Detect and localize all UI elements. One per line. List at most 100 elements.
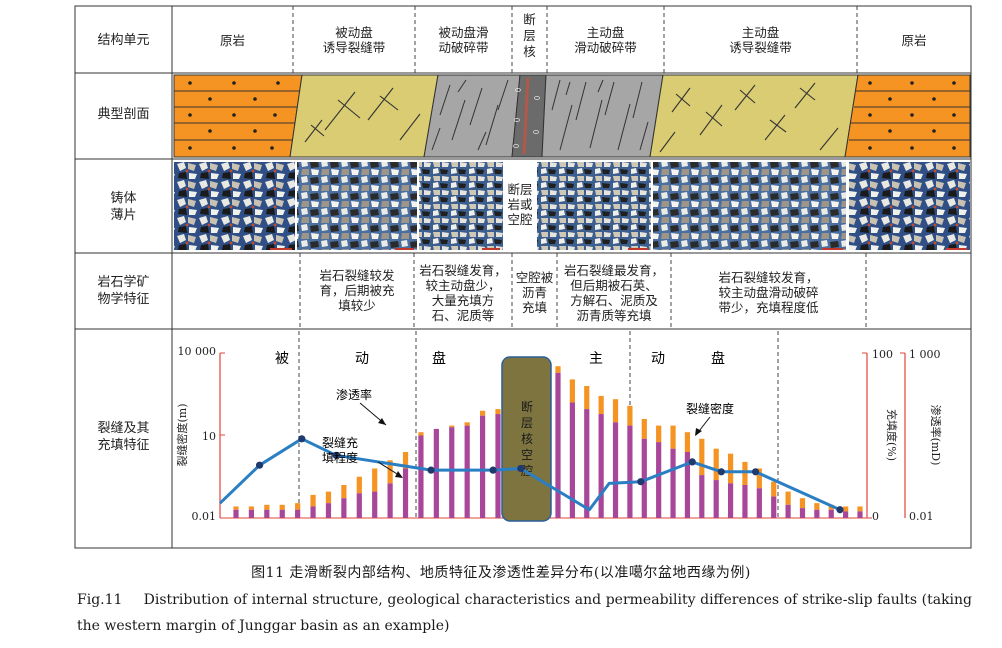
permeability-point [255,461,264,469]
zone-fault-core: 断 层 核 [523,12,536,59]
filling-bar [325,503,332,518]
zone-passive-sliding: 被动盘滑 动破碎带 [438,25,489,55]
filling-bar [843,511,849,518]
fracture-density-bar [449,425,455,428]
filling-bar [464,425,470,518]
mineral-note-core: 空腔被 沥青 充填 [515,270,554,315]
fracture-density-bar [464,422,470,426]
right2-tick-top: 1 000 [909,348,941,361]
left-tick-mid: 10 [202,430,216,443]
right2-axis-label: 渗透率(mD) [929,405,943,466]
fracture-density-bar [584,386,590,410]
fracture-density-bar [279,504,285,510]
thin-sections [174,162,970,250]
fracture-density-bar [684,432,691,452]
filling-bar [387,483,393,518]
fracture-density-bar [598,395,604,415]
mineral-note-active-sliding: 岩石裂缝最发育， 但后期被石英、 方解石、泥质及 沥青质等充填 [563,263,664,323]
fracture-density-bar [742,461,748,485]
filling-bar [418,435,424,518]
filling-bar [584,409,590,518]
fracture-density-bar [641,419,647,439]
permeability-point [332,451,340,459]
permeability-point [836,506,844,514]
fracture-density-bar [756,468,762,489]
filling-bar [372,491,378,518]
permeability-point [751,468,760,476]
typical-profile [173,74,971,158]
thin-section-active-sliding [537,162,651,250]
row-label-fracture-filling: 裂缝及其 充填特征 [97,421,150,453]
region-label: 盘 [432,350,446,367]
permeability-point [427,466,435,474]
fracture-density-bar [310,494,316,507]
fracture-density-bar [248,506,255,510]
fracture-density-bar [612,399,619,423]
permeability-point [717,468,725,476]
zone-protolith-right: 原岩 [901,33,927,48]
fracture-density-bar [656,425,662,443]
annotation-filling: 裂缝充填程度 [322,435,358,465]
fracture-density-bar [569,379,575,403]
fracture-density-bar [325,491,332,504]
permeability-polyline [218,437,841,512]
filling-bar [233,509,239,518]
filling-bar [295,509,301,518]
figure-caption-en: Fig.11 Distribution of internal structur… [77,587,972,639]
filling-bar [727,483,734,518]
annotation-arrowhead [695,428,702,436]
fracture-density-bar [418,432,424,436]
fracture-density-bar [402,452,409,469]
filling-bar [684,452,691,518]
filling-bar [555,372,561,518]
fracture-density-bar [857,506,863,512]
zone-passive-induced: 被动盘 诱导裂缝带 [322,25,386,55]
fracture-density-bar [479,410,486,416]
fault-plane [522,77,530,155]
filling-bar [713,480,719,518]
thin-section-active-induced [653,162,846,250]
row-label-thin-section: 铸体 薄片 [110,191,137,223]
right1-tick-bottom: 0 [872,510,879,523]
row-label-mineralogy: 岩石学矿 物学特征 [97,275,150,307]
annotation-density: 裂缝密度 [686,401,734,416]
left-tick-bottom: 0.01 [192,510,217,523]
zone-protolith-left: 原岩 [219,33,245,48]
zone-active-sliding: 主动盘 滑动破碎带 [574,25,637,55]
fracture-density-bar [699,438,705,476]
filling-bar [785,504,791,518]
filling-bar [828,509,834,518]
bar-series [233,366,863,518]
fracture-chart: 10 000 10 0.01 裂缝密度(m) 100 0 充填度(%) 1 00… [175,331,943,523]
fracture-density-bar [295,503,301,510]
left-axis-label: 裂缝密度(m) [175,403,189,466]
filling-bar [699,475,705,518]
filling-bar [279,509,285,518]
filling-bar [495,414,501,518]
thin-section-protolith-right [849,162,970,250]
filling-bar [356,493,362,518]
fracture-density-bar [264,504,270,510]
active-sliding-zone [541,74,664,158]
figure-caption-cn: 图11 走滑断裂内部结构、地质特征及渗透性差异分布(以准噶尔盆地西缘为例) [251,565,751,581]
region-label: 主 [589,351,603,367]
table-border [74,5,972,549]
thin-section-passive-induced [297,162,417,250]
filling-bar [310,506,316,518]
fracture-density-bar [713,448,719,481]
fracture-density-bar [799,498,806,509]
fracture-density-bar [233,506,239,510]
region-label: 动 [355,351,369,367]
permeability-point [688,458,696,466]
filling-bar [479,415,486,518]
zone-active-induced: 主动盘 诱导裂缝带 [729,25,792,55]
fracture-density-bar [495,409,501,415]
fracture-density-bar [555,366,561,373]
filling-bar [248,509,255,518]
filling-bar [341,498,347,518]
fracture-density-bar [372,468,378,492]
figure-caption-en-label: Fig.11 [77,592,123,608]
filling-bar [627,425,633,518]
region-label: 盘 [711,350,725,367]
filling-bar [756,488,762,518]
